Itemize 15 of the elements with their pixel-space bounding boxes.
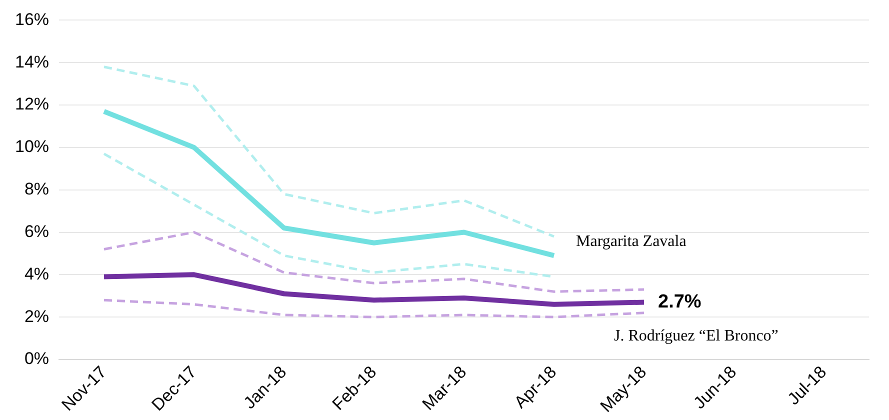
line-series <box>102 66 556 238</box>
y-tick-label: 14% <box>14 52 50 72</box>
data-label: 2.7% <box>658 291 702 312</box>
y-tick-label: 8% <box>24 180 50 199</box>
line-series <box>102 231 646 293</box>
line-series <box>102 298 646 318</box>
y-tick-label: 2% <box>24 306 50 326</box>
y-tick-label: 4% <box>24 264 50 284</box>
y-tick-label: 0% <box>24 349 50 368</box>
series-label: J. Rodríguez “El Bronco” <box>614 327 778 344</box>
series-label: Margarita Zavala <box>576 232 686 250</box>
y-tick-label: 6% <box>24 222 50 241</box>
y-tick-label: 10% <box>14 137 50 156</box>
y-tick-label: 12% <box>14 94 50 114</box>
y-tick-label: 16% <box>14 10 50 29</box>
